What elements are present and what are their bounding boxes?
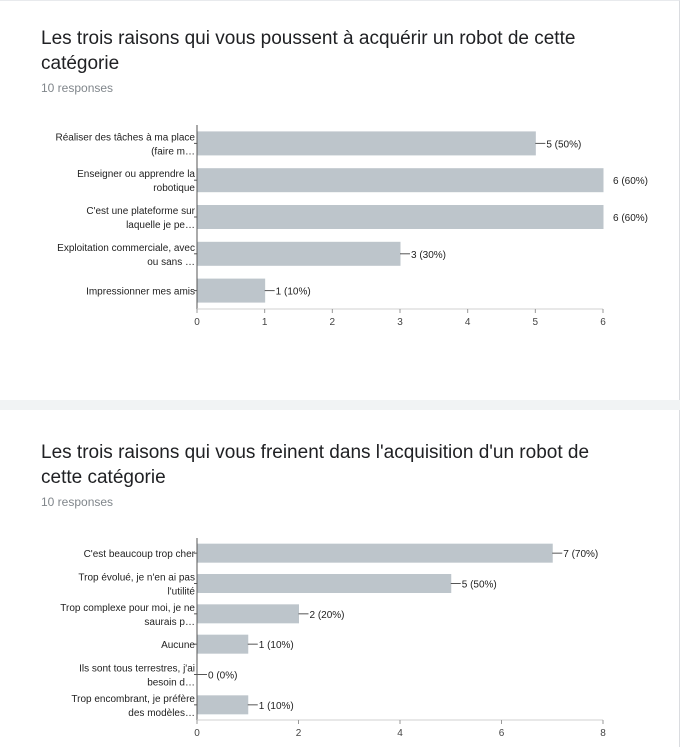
- x-tick-label: 2: [330, 317, 336, 328]
- x-tick-label: 5: [533, 317, 539, 328]
- question-title: Les trois raisons qui vous poussent à ac…: [41, 28, 576, 74]
- data-label: 6 (60%): [613, 176, 648, 187]
- bar-chart: 0 1 2 3 4 5 6 Réaliser des tâches à ma place (fa…: [55, 125, 648, 328]
- category-label: Trop complexe pour moi, je ne: [60, 603, 195, 614]
- x-tick-label: 6: [600, 317, 606, 328]
- bar[interactable]: [197, 695, 249, 715]
- x-tick-label: 3: [397, 317, 403, 328]
- category-label: Trop encombrant, je préfère: [71, 694, 195, 705]
- x-tick-label: 0: [194, 728, 200, 739]
- category-label: robotique: [153, 183, 195, 194]
- data-label: 1 (10%): [259, 640, 294, 651]
- bar[interactable]: [197, 574, 452, 593]
- category-label: C'est beaucoup trop cher: [84, 549, 196, 560]
- category-label: (faire m…: [151, 146, 195, 157]
- category-label: Enseigner ou apprendre la: [77, 169, 195, 180]
- data-label: 1 (10%): [259, 701, 294, 712]
- x-tick-label: 2: [296, 728, 302, 739]
- data-label: 5 (50%): [546, 139, 581, 150]
- question-title: Les trois raisons qui vous freinent dans…: [41, 442, 590, 488]
- data-label: 3 (30%): [411, 250, 446, 261]
- data-label: 1 (10%): [276, 287, 311, 298]
- category-label: Trop évolué, je n'en ai pas: [78, 573, 195, 584]
- bar-chart: 0 2 4 6 8 C'est beaucoup trop cher 7 (70%) Trop…: [60, 538, 606, 739]
- data-label: 6 (60%): [613, 213, 648, 224]
- category-label: Réaliser des tâches à ma place: [55, 132, 195, 143]
- x-tick-label: 4: [465, 317, 471, 328]
- category-label: saurais p…: [144, 617, 195, 628]
- bar[interactable]: [197, 205, 604, 229]
- category-label: Impressionner mes amis: [86, 287, 195, 298]
- bar[interactable]: [197, 604, 300, 624]
- question-card-1: Les trois raisons qui vous poussent à ac…: [0, 0, 680, 400]
- response-count: 10 responses: [41, 495, 114, 509]
- bar[interactable]: [197, 278, 266, 303]
- x-tick-label: 6: [499, 728, 505, 739]
- x-tick-label: 8: [600, 728, 606, 739]
- category-label: des modèles…: [128, 708, 195, 719]
- bar[interactable]: [197, 131, 536, 156]
- bar[interactable]: [197, 634, 249, 654]
- category-label: laquelle je pe…: [126, 220, 195, 231]
- x-tick-label: 4: [397, 728, 403, 739]
- category-label: Ils sont tous terrestres, j'ai: [79, 664, 195, 675]
- category-label: l'utilité: [168, 587, 196, 598]
- bar[interactable]: [197, 241, 401, 266]
- x-tick-label: 1: [262, 317, 268, 328]
- category-label: Aucune: [161, 640, 195, 651]
- bar[interactable]: [197, 543, 553, 563]
- response-count: 10 responses: [41, 81, 114, 95]
- data-label: 2 (20%): [310, 610, 345, 621]
- data-label: 5 (50%): [462, 580, 497, 591]
- data-label: 7 (70%): [563, 549, 598, 560]
- bar[interactable]: [197, 168, 604, 193]
- category-label: C'est une plateforme sur: [86, 206, 195, 217]
- x-tick-label: 0: [194, 317, 200, 328]
- category-label: Exploitation commerciale, avec: [57, 243, 195, 254]
- category-label: ou sans …: [147, 257, 195, 268]
- question-card-2: Les trois raisons qui vous freinent dans…: [0, 410, 680, 747]
- data-label: 0 (0%): [208, 671, 237, 682]
- category-label: besoin d…: [147, 678, 195, 689]
